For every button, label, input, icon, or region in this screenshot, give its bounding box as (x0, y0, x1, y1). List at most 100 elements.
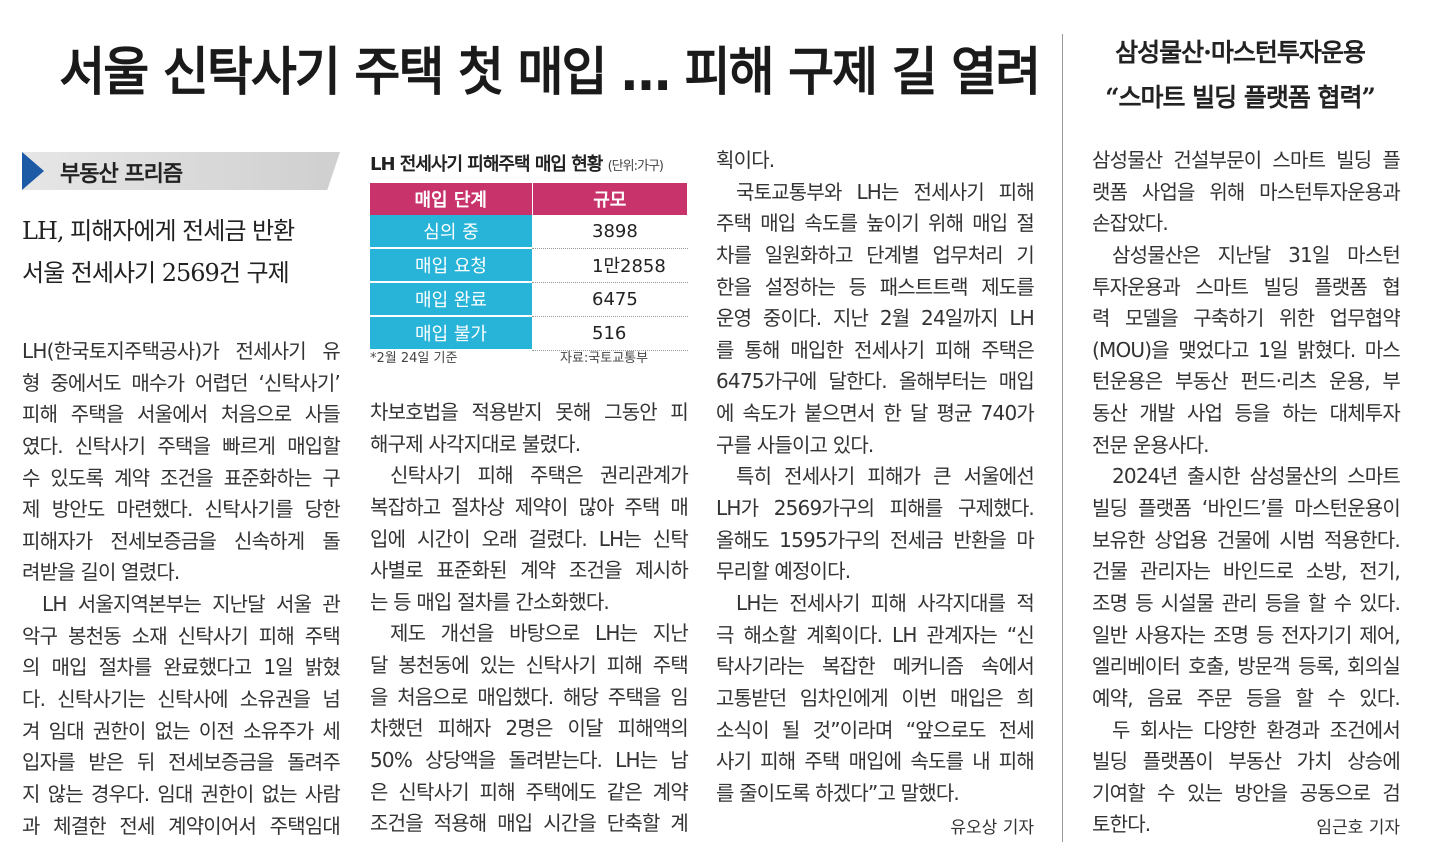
section-label: 부동산 프리즘 (60, 162, 183, 187)
text-line: 국토교통부와 LH는 전세사기 피해 (736, 179, 1035, 204)
text-line: 였다. 신탁사기 주택을 빠르게 매입할 (22, 433, 341, 458)
text-line: 은 신탁사기 피해 주택에도 같은 계약 (370, 779, 689, 804)
text-line: 일반 사용자는 조명 등 전자기기 제어, (1092, 622, 1401, 647)
text-line: (MOU)을 맺었다고 1일 밝혔다. 마스 (1092, 337, 1401, 362)
article-column: 획이다. 국토교통부와 LH는 전세사기 피해 주택 매입 속도를 높이기 위해 매… (716, 145, 1035, 809)
text-line: 피해자가 전세보증금을 신속하게 돌 (22, 528, 341, 553)
text-line: 탁사기라는 복잡한 메커니즘 속에서 (716, 654, 1035, 679)
text-line: 악구 봉천동 소재 신탁사기 피해 주택 (22, 623, 341, 648)
text-line: 올해도 1595가구의 전세금 반환을 마 (716, 527, 1035, 552)
text-line: 보유한 상업용 건물에 시범 적용한다. (1092, 527, 1401, 552)
stage-cell: 심의 중 (370, 215, 532, 249)
text-line: 특히 전세사기 피해가 큰 서울에선 (736, 464, 1035, 489)
text-line: 제도 개선을 바탕으로 LH는 지난 (390, 621, 689, 646)
text-line: 을 처음으로 매입했다. 해당 주택을 임 (370, 684, 689, 709)
text-line: LH는 전세사기 피해 사각지대를 적 (736, 590, 1035, 615)
text-line: 삼성물산은 지난달 31일 마스턴 (1112, 242, 1401, 267)
text-line: 랫폼 사업을 위해 마스턴투자운용과 (1092, 179, 1401, 204)
text-line: 입에 시간이 오래 걸렸다. LH는 신탁 (370, 526, 689, 551)
text-line: 달 봉천동에 있는 신탁사기 피해 주택 (370, 653, 689, 678)
table-title: LH 전세사기 피해주택 매입 현황 (370, 154, 603, 175)
byline: 유오상 기자 (950, 818, 1034, 838)
paragraph: 차보호법을 적용받지 못해 그동안 피 해구제 사각지대로 불렸다. (370, 397, 689, 460)
text-line: 무리할 예정이다. (716, 559, 851, 584)
text-line: 동산 개발 사업 등을 하는 대체투자 (1092, 401, 1401, 426)
headline: 서울 신탁사기 주택 첫 매입 … 피해 구제 길 열려 (59, 43, 1041, 103)
text-line: 다. 신탁사기는 신탁사에 소유권을 넘 (22, 687, 341, 712)
text-line: 50% 상당액을 돌려받는다. LH는 남 (370, 748, 689, 773)
text-line: 피해 주택을 서울에서 처음으로 사들 (22, 402, 341, 427)
text-line: 엘리베이터 호출, 방문객 등록, 회의실 (1092, 654, 1401, 679)
side-byline: 임근호 기자 (1316, 818, 1400, 838)
text-line: 형 중에서도 매수가 어렵던 ‘신탁사기’ (22, 370, 341, 395)
text-line: 에 속도가 붙으면서 한 달 평균 740가 (716, 401, 1035, 426)
side-headline: “스마트 빌딩 플랫폼 협력” (1105, 83, 1376, 112)
section-tag-icon (22, 152, 44, 190)
section-tag-bar (22, 152, 340, 190)
table-row: 심의 중 3898 (370, 215, 688, 249)
text-line: 를 줄이도록 하겠다”고 말했다. (716, 780, 960, 805)
table-row: 매입 완료 6475 (370, 282, 688, 317)
text-line: 획이다. (716, 148, 775, 172)
table-unit: (단위:가구) (607, 159, 664, 174)
text-line: LH 서울지역본부는 지난달 서울 관 (42, 592, 341, 617)
text-line: 예약, 음료 주문 등을 할 수 있다. (1092, 685, 1401, 710)
text-line: 손잡았다. (1092, 211, 1169, 236)
text-line: 려받을 길이 열렸다. (22, 560, 180, 585)
text-line: 조명 등 시설물 관리 등을 할 수 있다. (1092, 590, 1401, 615)
text-line: 삼성물산 건설부문이 스마트 빌딩 플 (1092, 148, 1401, 172)
text-line: 기여할 수 있는 방안을 공동으로 검 (1092, 780, 1401, 805)
paragraph: 두 회사는 다양한 환경과 조건에서 빌딩 플랫폼이 부동산 가치 상승에 기여할 … (1092, 715, 1401, 842)
text-line: 해구제 사각지대로 불렸다. (370, 431, 581, 456)
text-line: 과 체결한 전세 계약이어서 주택임대 (22, 813, 341, 838)
text-line: 지 않는 경우다. 임대 권한이 없는 사람 (22, 781, 341, 806)
stage-cell: 매입 완료 (370, 282, 532, 317)
text-line: 사별로 표준화된 계약 조건을 제시하 (370, 558, 689, 583)
text-line: 차했던 피해자 2명은 이달 피해액의 (370, 716, 689, 741)
count-cell: 6475 (532, 282, 688, 317)
text-line: 사기 피해 주택 매입에 속도를 내 피해 (716, 749, 1035, 774)
text-line: 의 매입 절차를 완료했다고 1일 밝혔 (22, 655, 341, 680)
subheadline: 서울 전세사기 2569건 구제 (22, 259, 290, 287)
text-line: 구를 사들이고 있다. (716, 432, 874, 457)
text-line: 겨 임대 권한이 없는 이전 소유주가 세 (22, 718, 341, 743)
text-line: 6475가구에 달한다. 올해부터는 매입 (716, 369, 1035, 394)
stage-cell: 매입 불가 (370, 316, 532, 351)
text-line: 턴운용은 부동산 펀드·리츠 운용, 부 (1092, 369, 1401, 394)
text-line: 2024년 출시한 삼성물산의 스마트 (1112, 464, 1401, 489)
text-line: 빌딩 플랫폼 ‘바인드’를 마스턴운용이 (1092, 496, 1401, 521)
side-headline: 삼성물산·마스턴투자운용 (1115, 38, 1366, 67)
table-title-row: LH 전세사기 피해주택 매입 현황 (단위:가구) (370, 150, 664, 176)
text-line: 는 등 매입 절차를 간소화했다. (370, 589, 610, 614)
table-row: 매입 불가 516 (370, 316, 688, 351)
text-line: 투자운용과 스마트 빌딩 플랫폼 협 (1092, 274, 1401, 299)
table-row: 매입 요청 1만2858 (370, 248, 688, 283)
text-line: LH(한국토지주택공사)가 전세사기 유 (22, 339, 341, 363)
text-line: 차를 일원화하고 단계별 업무처리 기 (716, 242, 1035, 267)
paragraph: 획이다. (716, 145, 1034, 177)
paragraph: 특히 전세사기 피해가 큰 서울에선 LH가 2569가구의 피해를 구제했다. 올… (716, 461, 1035, 588)
text-line: 복잡하고 절차상 제약이 많아 주택 매 (370, 494, 689, 519)
table-source: 자료:국토교통부 (560, 351, 649, 366)
text-line: 전문 운용사다. (1092, 432, 1210, 457)
text-line: 입자를 받은 뒤 전세보증금을 돌려주 (22, 750, 341, 775)
text-line: 조건을 적용해 매입 시간을 단축할 계 (370, 811, 689, 836)
count-cell: 1만2858 (532, 248, 688, 283)
text-line: 력 모델을 구축하기 위한 업무협약 (1092, 306, 1401, 331)
text-line: 신탁사기 피해 주택은 권리관계가 (390, 463, 689, 488)
text-line: 극 해소할 계획이다. LH 관계자는 “신 (716, 622, 1035, 647)
count-cell: 3898 (532, 215, 688, 249)
text-line: 제 방안도 마련했다. 신탁사기를 당한 (22, 497, 341, 522)
